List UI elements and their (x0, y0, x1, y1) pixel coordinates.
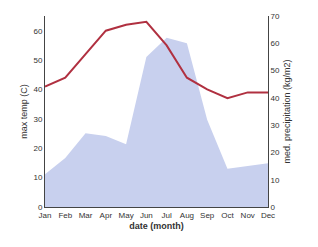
svg-text:Dec: Dec (261, 211, 275, 220)
svg-text:Sep: Sep (200, 211, 215, 220)
svg-text:Nov: Nov (241, 211, 255, 220)
svg-text:60: 60 (33, 26, 42, 35)
svg-text:60: 60 (271, 39, 280, 48)
svg-text:0: 0 (271, 203, 276, 212)
svg-text:max temp (C): max temp (C) (19, 84, 29, 139)
svg-text:20: 20 (33, 144, 42, 153)
svg-text:Aug: Aug (180, 211, 194, 220)
svg-text:40: 40 (33, 85, 42, 94)
svg-text:10: 10 (271, 176, 280, 185)
svg-text:50: 50 (271, 66, 280, 75)
svg-text:Jan: Jan (39, 211, 52, 220)
svg-text:med. precipitation (kg/m2): med. precipitation (kg/m2) (282, 59, 292, 163)
svg-text:Oct: Oct (221, 211, 234, 220)
svg-text:70: 70 (271, 12, 280, 21)
svg-text:Jun: Jun (140, 211, 153, 220)
svg-text:50: 50 (33, 56, 42, 65)
svg-text:40: 40 (271, 94, 280, 103)
svg-text:Feb: Feb (58, 211, 72, 220)
svg-text:date (month): date (month) (129, 221, 184, 231)
svg-text:10: 10 (33, 173, 42, 182)
svg-text:30: 30 (271, 121, 280, 130)
svg-text:0: 0 (38, 203, 43, 212)
svg-text:Mar: Mar (79, 211, 93, 220)
svg-text:Apr: Apr (100, 211, 113, 220)
svg-text:30: 30 (33, 115, 42, 124)
svg-text:Jul: Jul (162, 211, 172, 220)
svg-text:20: 20 (271, 148, 280, 157)
svg-text:May: May (119, 211, 134, 220)
